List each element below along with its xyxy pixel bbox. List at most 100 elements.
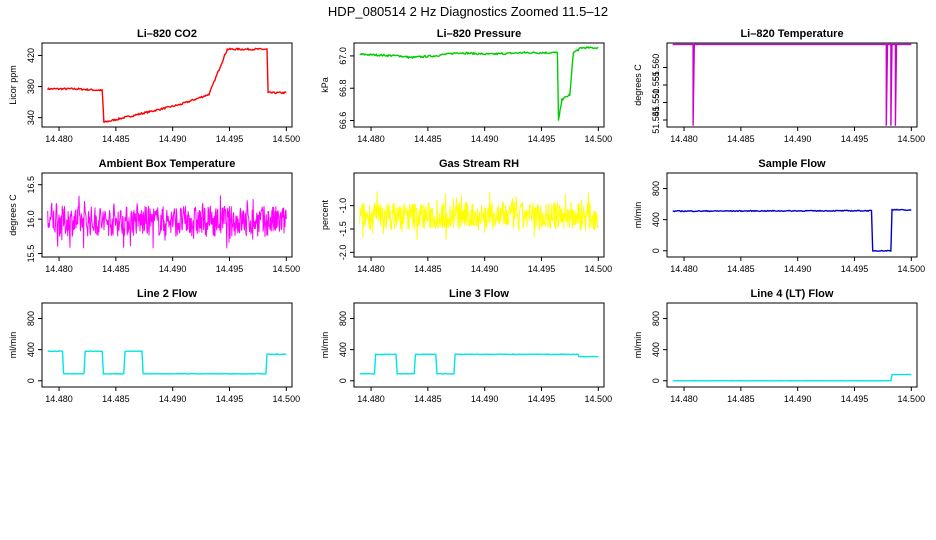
plot-frame — [666, 172, 918, 258]
y-tick-label: 51.545 — [651, 106, 661, 134]
x-tick-label: 14.500 — [898, 264, 926, 274]
y-tick-label: 400 — [651, 342, 661, 357]
x-tick-label: 14.495 — [841, 264, 869, 274]
y-tick-label: 67.0 — [338, 47, 348, 65]
x-tick-label: 14.485 — [102, 264, 130, 274]
y-tick-label: 16.0 — [26, 210, 36, 228]
data-series-line — [672, 43, 912, 126]
y-tick-label: 0 — [651, 248, 661, 253]
x-tick-label: 14.485 — [102, 394, 130, 404]
y-tick-label: 400 — [651, 212, 661, 227]
x-tick-label: 14.480 — [357, 394, 385, 404]
x-tick-label: 14.485 — [727, 394, 755, 404]
x-tick-label: 14.495 — [216, 264, 244, 274]
x-tick-label: 14.495 — [841, 394, 869, 404]
plot-frame — [353, 302, 605, 388]
x-tick-label: 14.490 — [471, 264, 499, 274]
x-tick-label: 14.490 — [159, 134, 187, 144]
chart-title: Line 4 (LT) Flow — [751, 288, 834, 300]
y-tick-label: 400 — [338, 342, 348, 357]
x-tick-label: 14.480 — [45, 264, 73, 274]
x-tick-label: 14.480 — [670, 134, 698, 144]
y-tick-label: 0 — [338, 378, 348, 383]
chart-panel-7: Line 2 Flow 14.480 14.485 14.490 14.495 14.50… — [8, 288, 300, 404]
x-tick-label: 14.490 — [159, 264, 187, 274]
x-tick-label: 14.495 — [528, 394, 556, 404]
plot-frame — [666, 302, 918, 388]
chart-title: Line 3 Flow — [449, 288, 509, 300]
plot-frame — [41, 302, 293, 388]
x-tick-label: 14.480 — [45, 134, 73, 144]
x-tick-label: 14.485 — [414, 134, 442, 144]
chart-title: Line 2 Flow — [137, 288, 197, 300]
chart-panel-5: Gas Stream RH 14.480 14.485 14.490 14.495 14.… — [320, 158, 612, 274]
chart-panel-9: Line 4 (LT) Flow 14.480 14.485 14.490 14.495… — [633, 288, 925, 404]
x-tick-label: 14.500 — [585, 394, 613, 404]
chart-title: Gas Stream RH — [439, 158, 519, 170]
plot-frame — [41, 172, 293, 258]
y-axis-label: degrees C — [8, 194, 18, 236]
y-axis-label: degrees C — [633, 64, 643, 106]
y-tick-label: 380 — [26, 79, 36, 94]
chart-title: Sample Flow — [758, 158, 826, 170]
x-tick-label: 14.490 — [784, 394, 812, 404]
y-axis-label: ml/min — [633, 202, 643, 229]
y-tick-label: 51.555 — [651, 71, 661, 99]
y-tick-label: -1.5 — [338, 221, 348, 237]
x-tick-label: 14.500 — [585, 264, 613, 274]
x-tick-label: 14.500 — [585, 134, 613, 144]
x-tick-label: 14.495 — [841, 134, 869, 144]
x-tick-label: 14.500 — [898, 134, 926, 144]
chart-panel-8: Line 3 Flow 14.480 14.485 14.490 14.495 14.50… — [320, 288, 612, 404]
y-tick-label: 800 — [26, 311, 36, 326]
chart-panel-4: Ambient Box Temperature 14.480 14.485 14.49… — [8, 158, 300, 274]
x-tick-label: 14.500 — [273, 134, 301, 144]
plot-frame — [353, 42, 605, 128]
y-axis-label: ml/min — [320, 332, 330, 359]
figure-title: HDP_080514 2 Hz Diagnostics Zoomed 11.5–… — [328, 4, 608, 19]
x-tick-label: 14.500 — [273, 394, 301, 404]
plot-frame — [353, 172, 605, 258]
y-tick-label: 0 — [26, 378, 36, 383]
y-tick-label: 340 — [26, 110, 36, 125]
x-tick-label: 14.485 — [727, 134, 755, 144]
x-tick-label: 14.480 — [357, 134, 385, 144]
chart-title: Li–820 Temperature — [740, 28, 843, 40]
y-axis-label: ml/min — [633, 332, 643, 359]
data-series-line — [47, 195, 287, 249]
y-tick-label: 15.5 — [26, 245, 36, 263]
y-tick-label: 51.550 — [651, 89, 661, 117]
x-tick-label: 14.490 — [784, 264, 812, 274]
data-series-line — [47, 350, 287, 375]
chart-title: Ambient Box Temperature — [99, 158, 236, 170]
x-tick-label: 14.485 — [102, 134, 130, 144]
y-tick-label: 800 — [338, 311, 348, 326]
x-tick-label: 14.495 — [216, 394, 244, 404]
y-axis-label: ml/min — [8, 332, 18, 359]
x-tick-label: 14.480 — [670, 264, 698, 274]
x-tick-label: 14.485 — [414, 394, 442, 404]
x-tick-label: 14.490 — [159, 394, 187, 404]
y-tick-label: 800 — [651, 181, 661, 196]
x-tick-label: 14.500 — [898, 394, 926, 404]
x-tick-label: 14.500 — [273, 264, 301, 274]
y-tick-label: 420 — [26, 48, 36, 63]
x-tick-label: 14.480 — [45, 394, 73, 404]
data-series-line — [359, 46, 599, 121]
chart-panel-3: Li–820 Temperature 14.480 14.485 14.490 14.4… — [633, 28, 925, 144]
x-tick-label: 14.495 — [216, 134, 244, 144]
chart-panel-6: Sample Flow 14.480 14.485 14.490 14.495 14.50… — [633, 158, 925, 274]
chart-panel-2: Li–820 Pressure 14.480 14.485 14.490 14.495 1… — [320, 28, 612, 144]
y-axis-label: percent — [320, 199, 330, 230]
y-tick-label: 16.5 — [26, 176, 36, 194]
y-tick-label: -2.0 — [338, 245, 348, 261]
x-tick-label: 14.485 — [727, 264, 755, 274]
y-tick-label: -1.0 — [338, 198, 348, 214]
plot-grid: Li–820 CO2 14.480 14.485 14.490 14.495 14.500… — [8, 28, 925, 404]
x-tick-label: 14.490 — [471, 394, 499, 404]
y-tick-label: 800 — [651, 311, 661, 326]
chart-panel-1: Li–820 CO2 14.480 14.485 14.490 14.495 14.500… — [8, 28, 300, 144]
x-tick-label: 14.495 — [528, 134, 556, 144]
y-tick-label: 51.560 — [651, 54, 661, 82]
